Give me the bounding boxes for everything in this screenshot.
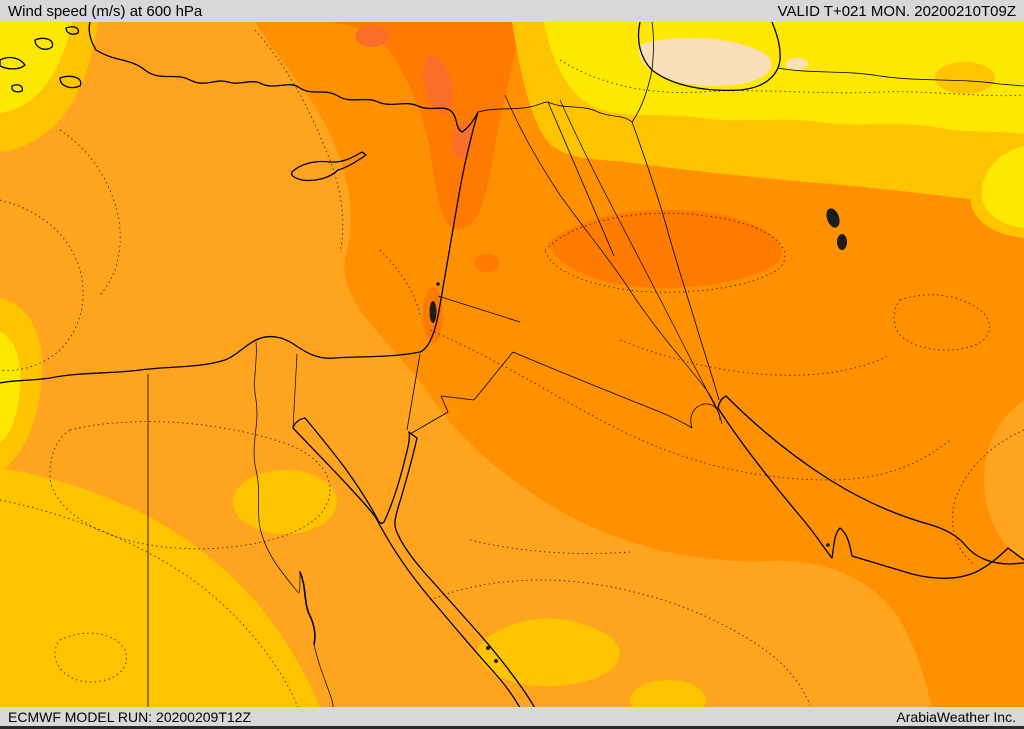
coastline-aqaba-head: [408, 431, 418, 439]
fill-cream-patch: [638, 37, 772, 86]
contour-line: [951, 429, 1024, 566]
border-egypt-israel: [406, 353, 421, 431]
coastline-caspian: [637, 21, 781, 92]
border-syria-iraq: [547, 101, 615, 257]
coastline-mediterranean: [0, 21, 479, 384]
fill-deepest-spot: [422, 55, 454, 115]
border-turkey-iran: [631, 21, 654, 123]
tigris-river: [559, 99, 717, 409]
fill-amber-hole-in-yellow: [935, 62, 995, 94]
header-bar: Wind speed (m/s) at 600 hPa VALID T+021 …: [0, 0, 1024, 22]
border-turkey-iraq: [547, 101, 633, 123]
fill-yellow-left-strip: [0, 332, 21, 442]
iran-salt-lake: [837, 234, 847, 250]
coastline-sinai: [304, 417, 411, 524]
fill-amber-bottomleft: [0, 468, 326, 729]
fill-amber-blob: [233, 470, 337, 534]
red-sea-island: [494, 659, 498, 663]
coastline-cyprus-island: [290, 151, 367, 182]
contour-line: [0, 199, 84, 371]
border-turkey-syria: [477, 101, 549, 113]
fill-yellow-topright: [544, 0, 1024, 134]
coastlines: [0, 21, 1024, 729]
contour-dotted-lines: [0, 29, 1024, 729]
contour-line: [429, 329, 951, 481]
contour-line: [469, 539, 631, 554]
nile-river: [253, 341, 301, 593]
fill-deep-plume: [330, 0, 520, 230]
contour-line: [379, 249, 421, 316]
fill-cream-patch-small: [786, 58, 808, 70]
border-iraq-saudi: [512, 351, 693, 429]
fill-orange-right-tongue: [984, 400, 1024, 558]
country-borders: [147, 21, 1024, 729]
border-iran-iraq: [631, 121, 720, 401]
coastline-gulf-of-suez-west: [292, 427, 531, 729]
sea-of-galilee: [436, 282, 440, 286]
rivers-and-lakes: [253, 94, 847, 729]
bahrain-island: [826, 543, 830, 547]
iran-salt-lake: [826, 208, 840, 228]
contour-line: [54, 632, 127, 683]
model-run-label: ECMWF MODEL RUN: 20200209T12Z: [8, 708, 251, 725]
border-jordan-saudi: [409, 351, 514, 435]
border-syria-jordan: [437, 295, 521, 323]
coastline-persian-gulf-south: [717, 407, 1024, 579]
coastline-red-sea-east: [394, 437, 545, 729]
border-iran-turkmenistan: [777, 67, 1024, 87]
contour-line: [59, 129, 121, 296]
brand-label: ArabiaWeather Inc.: [896, 708, 1016, 725]
coastline-gulf-head: [717, 395, 727, 409]
dead-sea-lake: [429, 301, 437, 323]
fill-deep-spot: [474, 254, 500, 272]
fill-deep-core-east: [548, 209, 783, 288]
coastline-suez-head: [292, 417, 306, 429]
contour-line: [559, 59, 1024, 97]
fill-deepest-spot: [355, 25, 389, 47]
fill-yellow-right-tongue: [981, 146, 1024, 228]
lake-nasser: [299, 571, 316, 645]
red-sea-island: [486, 646, 490, 650]
valid-time-label: VALID T+021 MON. 20200210T09Z: [777, 2, 1016, 20]
map-title: Wind speed (m/s) at 600 hPa: [8, 2, 203, 20]
fill-deepest-spot: [451, 122, 473, 158]
border-kuwait: [690, 403, 721, 429]
footer-bar: ECMWF MODEL RUN: 20200209T12Z ArabiaWeat…: [0, 707, 1024, 729]
fill-amber-patch: [477, 618, 620, 687]
coastline-aegean-islands: [0, 26, 82, 93]
coastline-persian-gulf-north: [725, 395, 1024, 565]
contour-line: [49, 421, 331, 550]
suez-canal: [292, 353, 298, 429]
